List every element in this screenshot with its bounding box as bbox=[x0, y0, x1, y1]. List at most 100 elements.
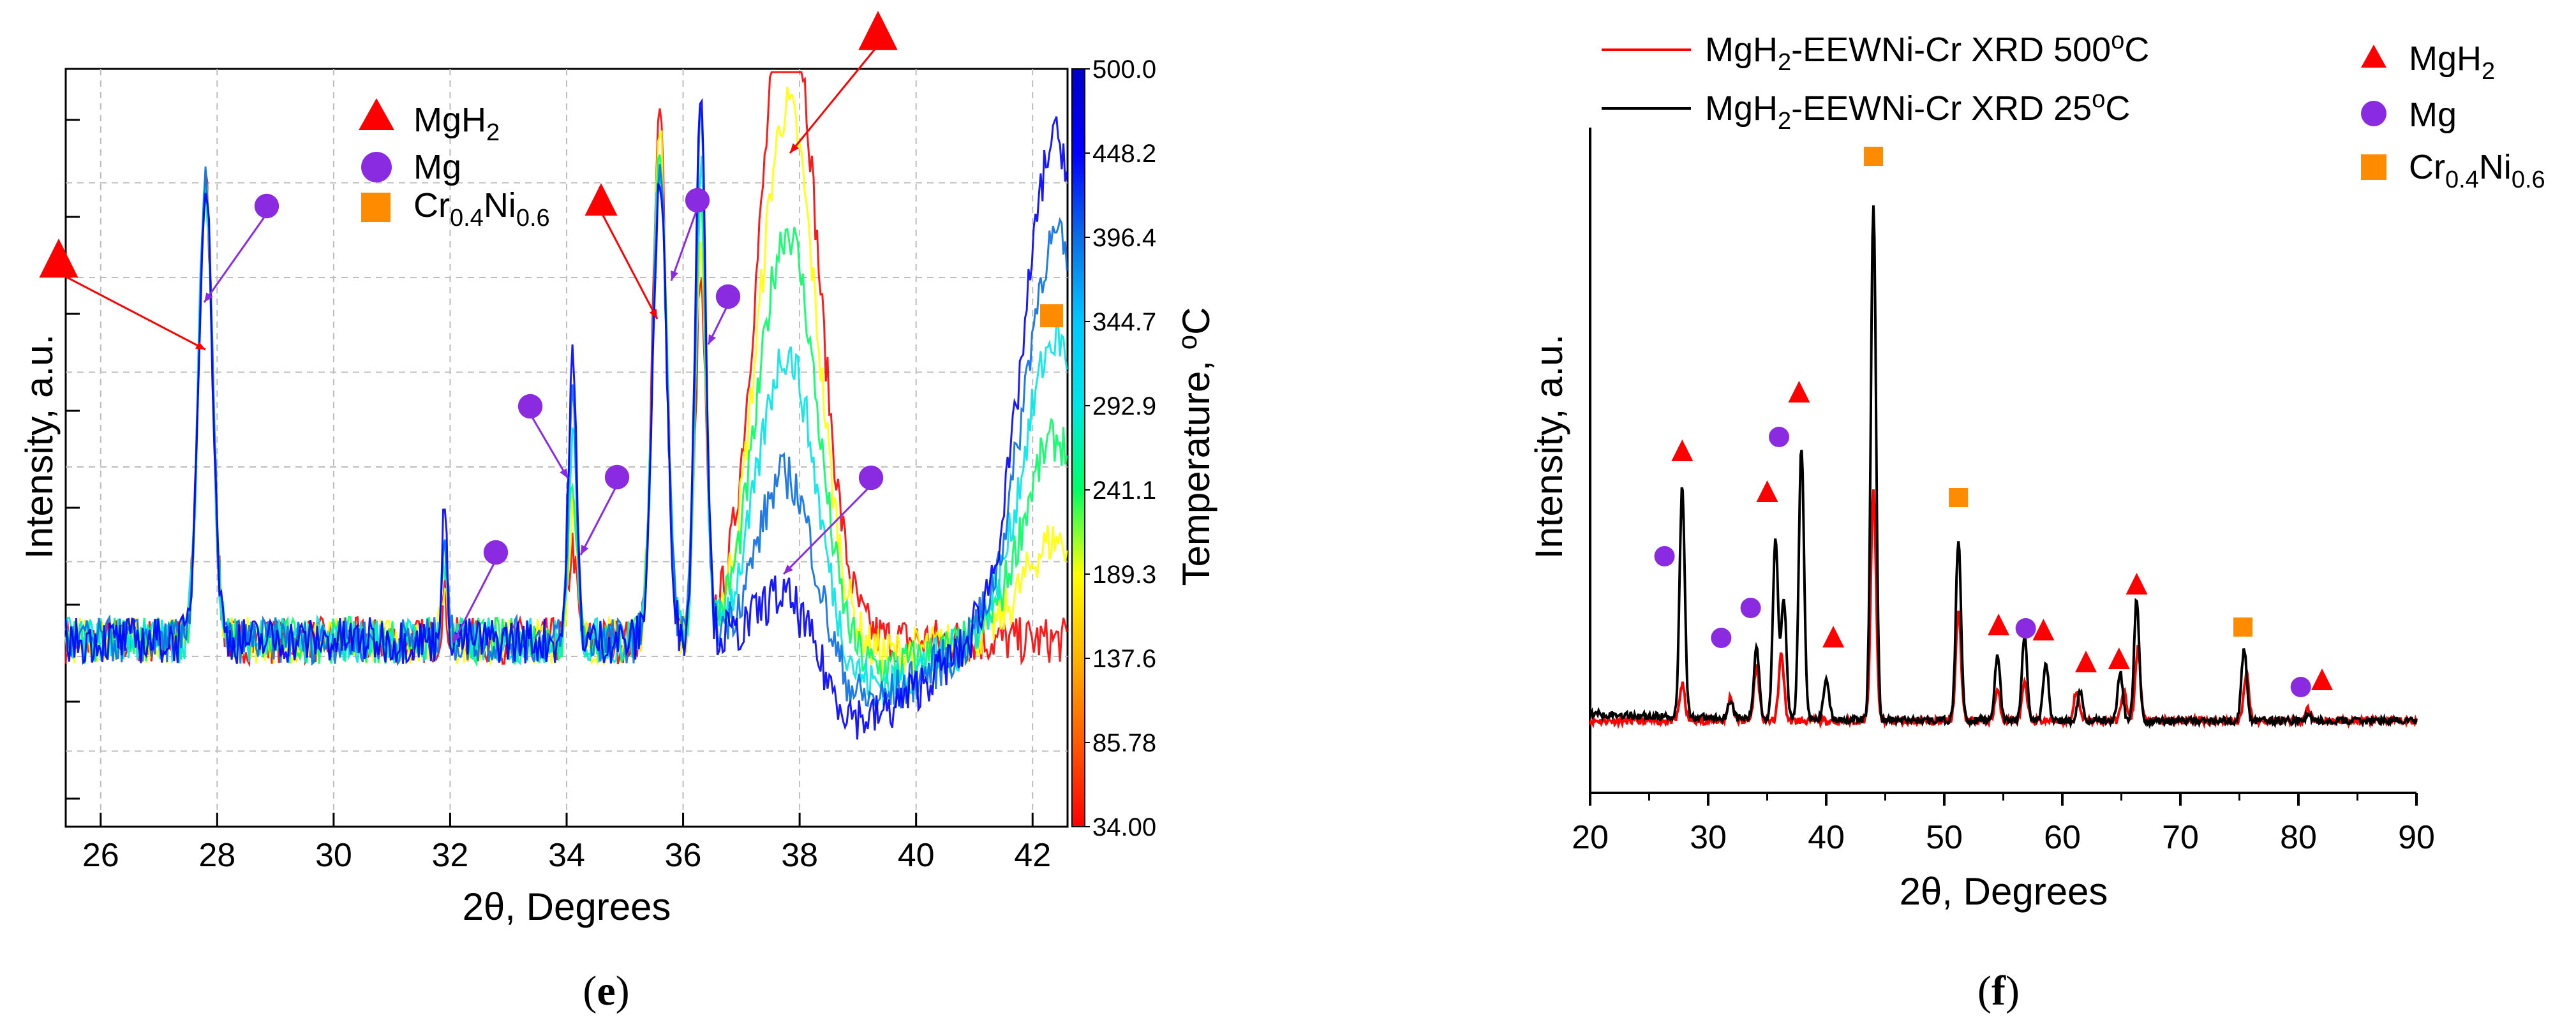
legend-triangle-icon bbox=[2361, 45, 2386, 68]
peak-marker-mg bbox=[1711, 628, 1732, 648]
arrowhead bbox=[649, 309, 657, 319]
x-tick-label: 90 bbox=[2398, 819, 2435, 856]
peak-marker-mg bbox=[2290, 677, 2311, 697]
x-tick-label: 32 bbox=[432, 837, 469, 874]
peak-marker-mgh2 bbox=[2126, 573, 2148, 595]
peak-marker-mg bbox=[1740, 598, 1761, 618]
panel-f-caption: (f) bbox=[1977, 968, 2020, 1014]
peak-marker-mgh2 bbox=[39, 239, 78, 278]
panel-e-peak-markers bbox=[39, 11, 1063, 565]
colorbar-label: 344.7 bbox=[1092, 308, 1156, 336]
peak-marker-mgh2 bbox=[1788, 381, 1810, 403]
arrowhead bbox=[204, 292, 213, 302]
arrowhead bbox=[671, 270, 678, 281]
x-tick-label: 30 bbox=[315, 837, 352, 874]
peak-marker-mg bbox=[858, 465, 884, 491]
colorbar-label: 241.1 bbox=[1092, 477, 1156, 505]
peak-marker-mgh2 bbox=[858, 11, 898, 50]
x-tick-label: 50 bbox=[1926, 819, 1963, 856]
panel-f-legend-25: MgH2-EEWNi-Cr XRD 25oC bbox=[1705, 86, 2130, 135]
panel-e-legend-label-cr: Cr0.4Ni0.6 bbox=[413, 186, 550, 232]
legend-circle-icon bbox=[2361, 101, 2386, 126]
x-tick-label: 26 bbox=[82, 837, 119, 874]
panel-f-chart: 20 30 40 50 60 70 80 90 2θ, Degrees Intensity, … bbox=[1528, 27, 2545, 913]
peak-marker-mgh2 bbox=[2108, 647, 2130, 669]
x-tick-label: 30 bbox=[1690, 819, 1727, 856]
colorbar-label: 34.00 bbox=[1092, 813, 1156, 841]
x-tick-label: 34 bbox=[548, 837, 585, 874]
arrowhead bbox=[708, 334, 717, 344]
annotation-arrow bbox=[529, 413, 569, 479]
peak-marker-mgh2 bbox=[584, 183, 618, 216]
peak-marker-mg bbox=[2015, 618, 2036, 639]
panel-f-peak-markers bbox=[1654, 147, 2333, 697]
colorbar-label: 189.3 bbox=[1092, 561, 1156, 589]
x-tick-label: 28 bbox=[198, 837, 235, 874]
legend-square-icon bbox=[361, 193, 391, 222]
x-tick-label: 36 bbox=[665, 837, 702, 874]
peak-marker-mgh2 bbox=[1988, 614, 2010, 635]
panel-f-y-axis-title: Intensity, a.u. bbox=[1528, 334, 1570, 559]
panel-f-legend-500: MgH2-EEWNi-Cr XRD 500oC bbox=[1705, 27, 2149, 76]
annotation-arrow bbox=[452, 559, 497, 644]
series-line bbox=[1589, 205, 2418, 729]
colorbar-label: 292.9 bbox=[1092, 392, 1156, 420]
panel-f-series-group bbox=[1589, 205, 2418, 730]
arrowhead bbox=[560, 468, 568, 478]
arrowhead bbox=[784, 565, 793, 574]
colorbar-gradient bbox=[1071, 68, 1085, 827]
panel-f-legend-mg: Mg bbox=[2409, 96, 2457, 134]
legend-triangle-icon bbox=[359, 98, 394, 130]
peak-marker-mgh2 bbox=[2075, 651, 2097, 672]
annotation-arrow bbox=[203, 213, 268, 303]
legend-circle-icon bbox=[361, 152, 392, 182]
panel-e-caption: (e) bbox=[583, 968, 629, 1014]
peak-marker-mg bbox=[1769, 427, 1789, 447]
panel-f-legend-cr: Cr0.4Ni0.6 bbox=[2409, 148, 2545, 193]
x-tick-label: 20 bbox=[1572, 819, 1609, 856]
x-tick-label: 40 bbox=[898, 837, 935, 874]
panel-f-x-axis-title: 2θ, Degrees bbox=[1900, 870, 2108, 913]
peak-marker-cr04ni06 bbox=[2233, 617, 2253, 637]
x-tick-label: 80 bbox=[2280, 819, 2317, 856]
panel-e-series-group bbox=[64, 71, 1068, 740]
peak-marker-mg bbox=[517, 394, 543, 419]
colorbar-label: 396.4 bbox=[1092, 224, 1156, 252]
peak-marker-mgh2 bbox=[2311, 669, 2333, 690]
panel-e-legend: MgH2 Mg Cr0.4Ni0.6 bbox=[359, 98, 550, 232]
peak-marker-mgh2 bbox=[1671, 440, 1694, 461]
arrowhead bbox=[581, 545, 589, 555]
series-line bbox=[64, 98, 1068, 740]
arrowhead bbox=[453, 633, 461, 643]
panel-e-arrows bbox=[58, 45, 879, 644]
annotation-arrow bbox=[600, 211, 659, 320]
panel-e-x-axis-title: 2θ, Degrees bbox=[463, 885, 671, 928]
peak-marker-mg bbox=[483, 540, 509, 565]
panel-e-legend-label-mg: Mg bbox=[413, 148, 461, 186]
peak-marker-mg bbox=[254, 193, 279, 219]
arrowhead bbox=[195, 341, 205, 350]
x-tick-label: 42 bbox=[1014, 837, 1051, 874]
x-tick-label: 70 bbox=[2162, 819, 2199, 856]
legend-square-icon bbox=[2361, 154, 2386, 180]
panel-e-y-ticks bbox=[66, 119, 80, 800]
panel-e-x-ticks: 26 28 30 32 34 36 38 40 42 bbox=[82, 813, 1051, 874]
panel-f-legend-mgh2: MgH2 bbox=[2409, 40, 2495, 85]
peak-marker-mgh2 bbox=[2032, 619, 2055, 640]
colorbar-label: 500.0 bbox=[1092, 55, 1156, 84]
peak-marker-mg bbox=[715, 284, 741, 309]
colorbar-label: 85.78 bbox=[1092, 729, 1156, 757]
peak-marker-mgh2 bbox=[1756, 480, 1778, 502]
panel-e-chart: 26 28 30 32 34 36 38 40 42 2θ, Degrees Intensity… bbox=[18, 11, 1217, 928]
annotation-arrow bbox=[58, 272, 206, 351]
panel-e-legend-label-mgh2: MgH2 bbox=[413, 101, 500, 146]
panel-e-colorbar: 500.0 448.2 396.4 344.7 292.9 241.1 189.3 137.6… bbox=[1071, 55, 1156, 841]
annotation-arrow bbox=[789, 45, 879, 154]
peak-marker-mgh2 bbox=[1822, 626, 1845, 647]
panel-e-colorbar-title: Temperature, oC bbox=[1172, 307, 1217, 586]
peak-marker-cr04ni06 bbox=[1040, 304, 1063, 327]
peak-marker-mg bbox=[1654, 546, 1675, 566]
x-tick-label: 60 bbox=[2044, 819, 2081, 856]
annotation-arrow bbox=[670, 207, 699, 281]
